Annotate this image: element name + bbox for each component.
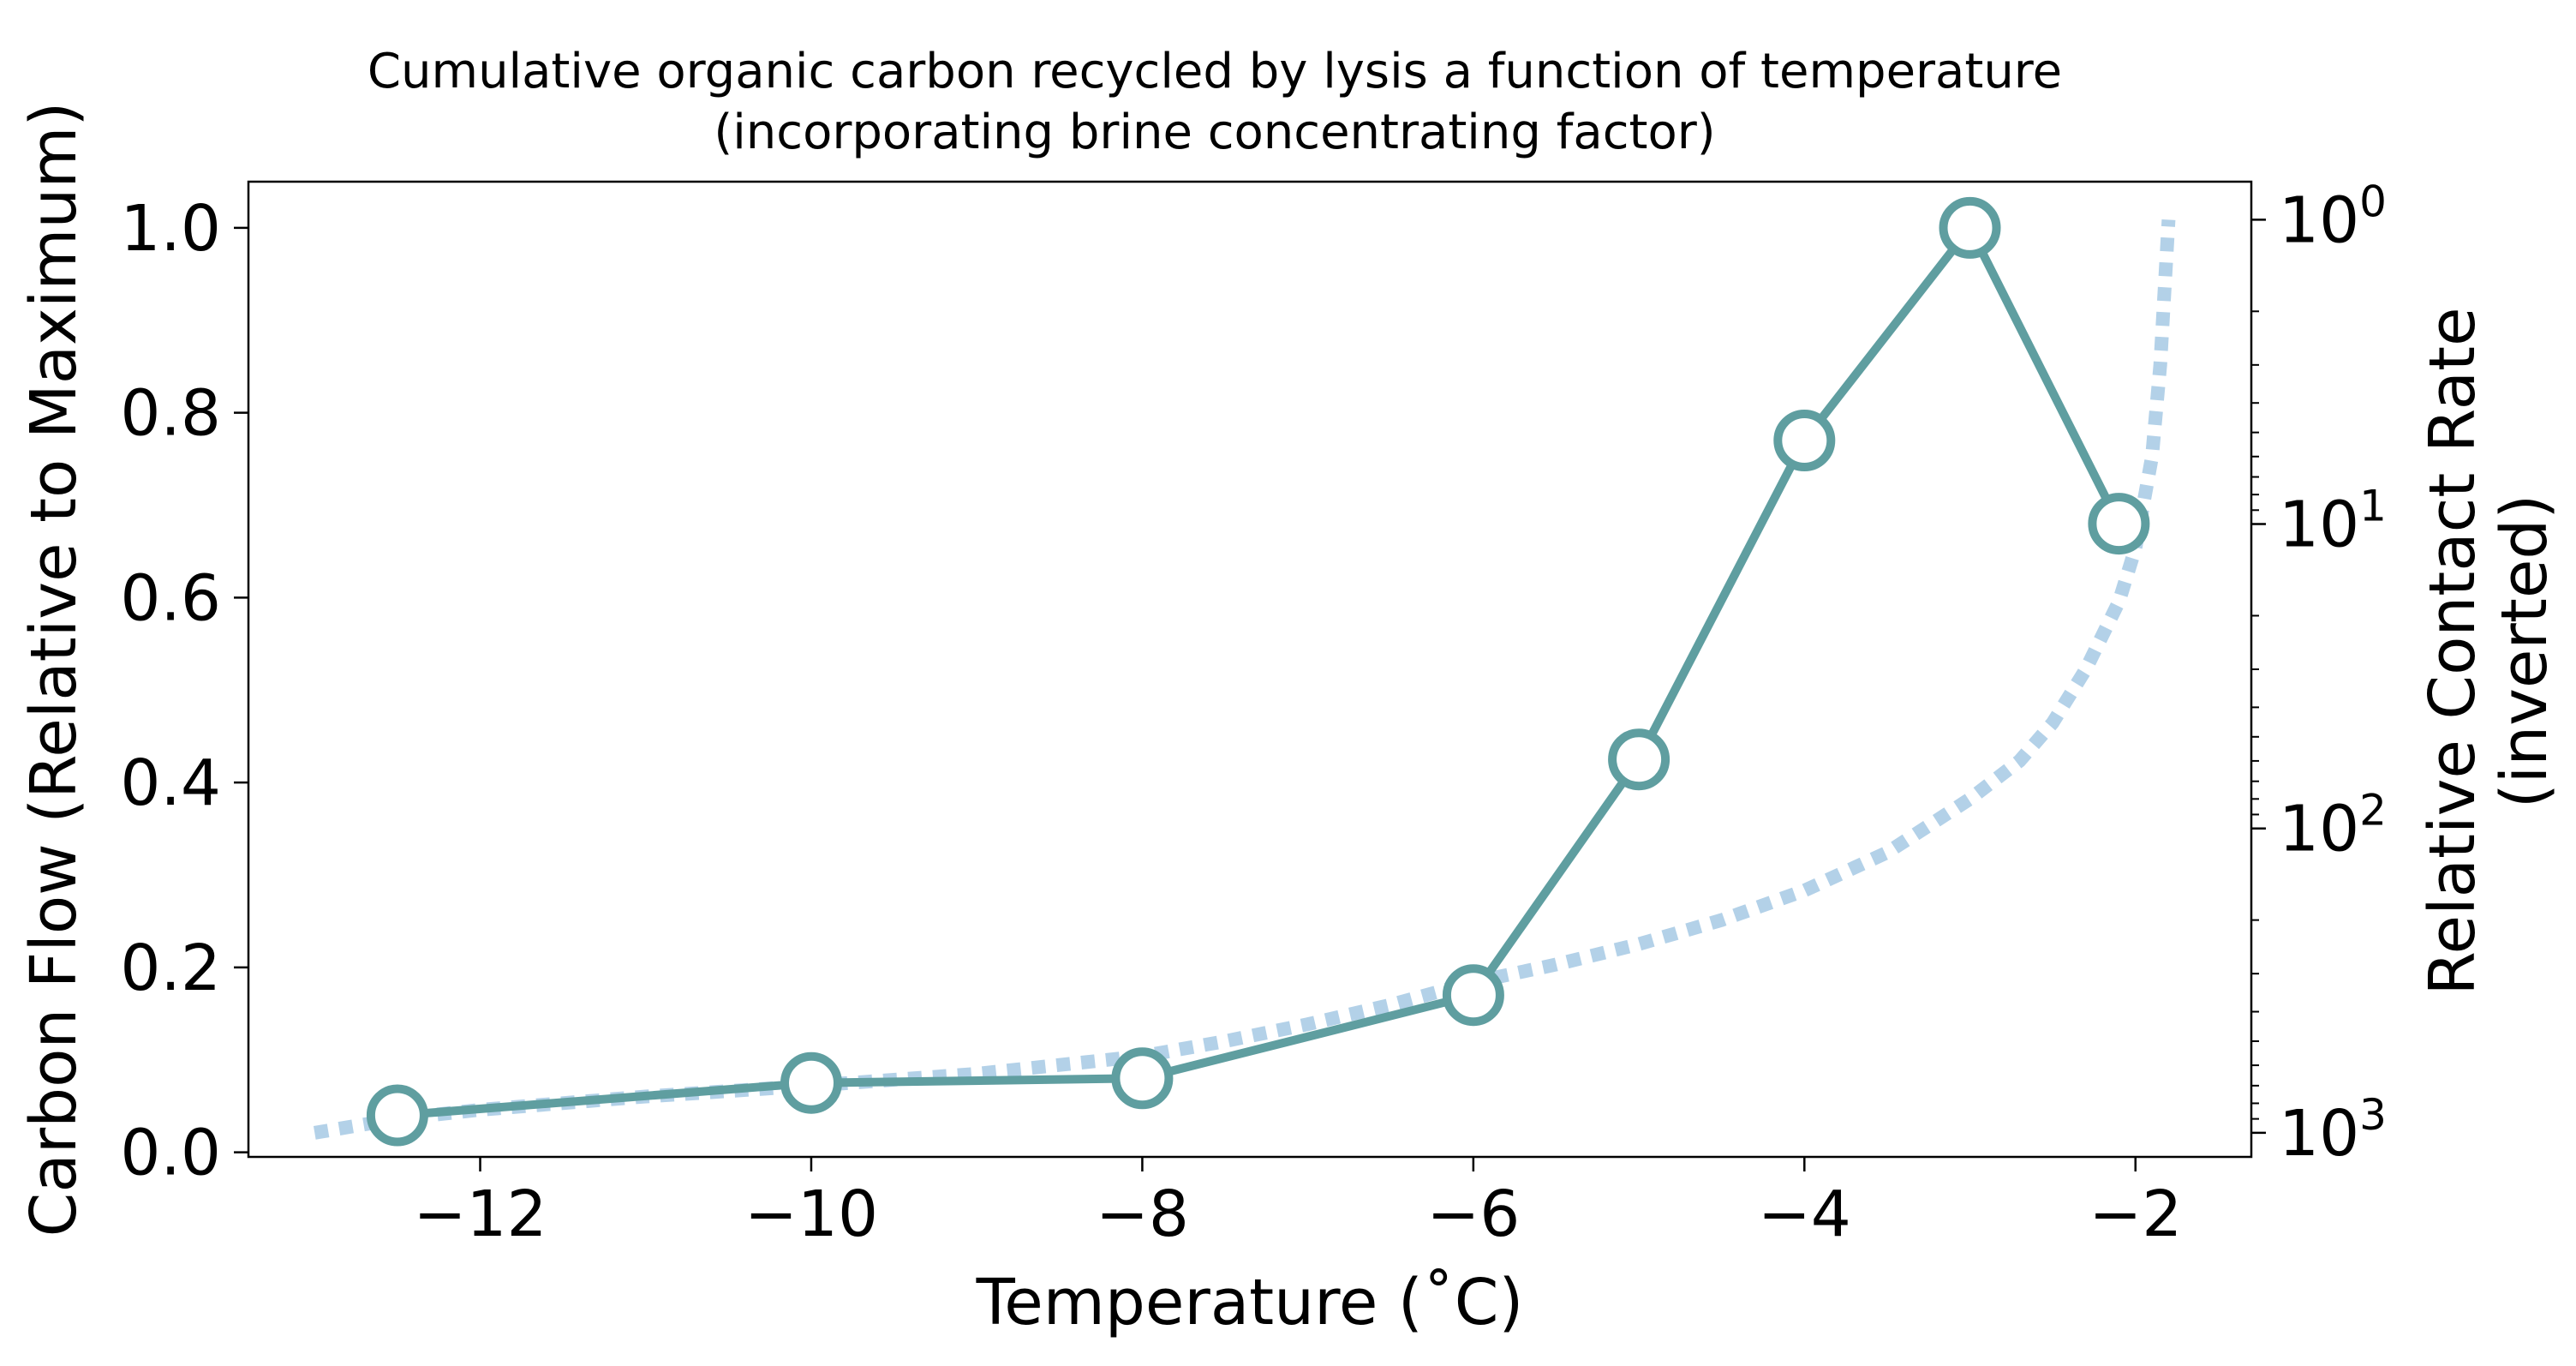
carbon-flow-point [1608, 728, 1671, 791]
contact-rate-dotted-line [313, 219, 2176, 1140]
y-axis-label: Carbon Flow (Relative to Maximum) [17, 102, 91, 1237]
x-tick-label: −6 [1426, 1177, 1520, 1251]
x-tick-label: −8 [1096, 1177, 1189, 1251]
x-axis-label: Temperature (˚C) [976, 1266, 1524, 1339]
y-tick-label: 0.6 [120, 561, 221, 635]
carbon-flow-point [1773, 410, 1836, 471]
y-tick-label: 0.4 [120, 746, 221, 820]
y-tick-label: 0.0 [120, 1117, 221, 1190]
plot-area [313, 196, 2176, 1147]
x-tick-label: −12 [413, 1177, 547, 1251]
carbon-flow-point [2088, 493, 2150, 555]
plot-frame [247, 180, 2253, 1159]
chart-title-line2: (incorporating brine concentrating facto… [714, 105, 1715, 160]
axes: −12 −10 −8 −6 −4 −2 0.0 0.2 0.4 0.6 0.8 1.0 100 101 10… [120, 177, 2387, 1251]
y2-axis-label-line2: (inverted) [2488, 494, 2561, 808]
carbon-flow-point [1442, 964, 1504, 1027]
carbon-flow-point [1111, 1047, 1174, 1110]
carbon-flow-point [780, 1051, 842, 1114]
x-tick-label: −10 [744, 1177, 878, 1251]
y2-tick-label: 100 [2279, 177, 2387, 257]
y2-tick-label: 102 [2279, 786, 2387, 866]
x-tick-label: −4 [1758, 1177, 1851, 1251]
carbon-flow-point [366, 1084, 428, 1147]
y2-tick-label: 101 [2279, 482, 2387, 562]
chart-title-line1: Cumulative organic carbon recycled by ly… [368, 44, 2062, 99]
carbon-flow-line [397, 223, 2123, 1120]
y2-tick-label: 103 [2279, 1090, 2387, 1171]
carbon-flow-point [1939, 196, 2001, 259]
x-tick-label: −2 [2089, 1177, 2182, 1251]
y-tick-label: 1.0 [120, 192, 221, 266]
y-tick-label: 0.2 [120, 932, 221, 1005]
y2-axis-label-line1: Relative Contact Rate [2416, 307, 2489, 995]
y-tick-label: 0.8 [120, 377, 221, 451]
